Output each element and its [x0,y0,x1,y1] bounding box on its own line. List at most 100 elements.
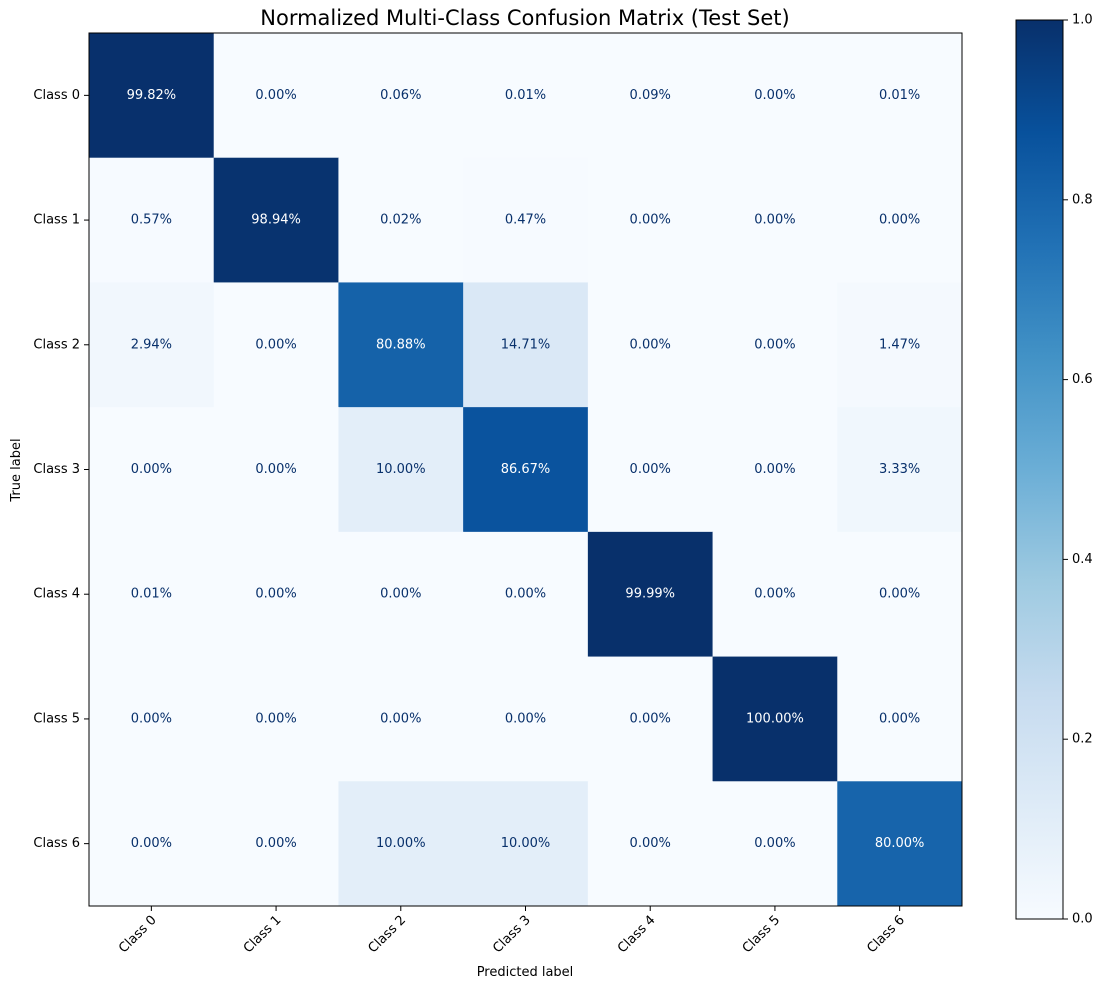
heatmap-cell [89,282,215,408]
cell-value-label: 0.06% [380,88,421,103]
heatmap-cell [463,531,589,658]
cell-value-label: 0.00% [630,711,671,726]
heatmap-cell [712,656,838,782]
heatmap-cell [837,407,963,533]
heatmap-cell [213,33,339,159]
y-axis-label: True label [9,438,24,502]
cell-value-label: 10.00% [376,462,426,477]
heatmap-cell [463,282,589,408]
cell-value-label: 0.47% [505,213,546,228]
cell-value-label: 0.00% [754,587,795,602]
heatmap-cell [89,781,215,907]
colorbar-ticks: 0.0 0.2 0.4 0.6 0.8 1.0 [1063,13,1093,927]
heatmap-cell [89,656,215,782]
cell-value-label: 0.00% [131,836,172,851]
cell-value-label: 0.00% [380,711,421,726]
cell-value-label: 14.71% [501,337,551,352]
y-tick-label: Class 1 [33,213,80,228]
cell-value-label: 0.01% [505,88,546,103]
cell-value-label: 0.01% [879,88,920,103]
heatmap-cell [463,33,589,159]
heatmap-cell [837,33,963,159]
heatmap-cell [89,157,215,283]
cell-value-label: 0.02% [380,213,421,228]
x-tick-label: Class 3 [490,913,534,957]
y-tick-label: Class 4 [33,587,80,602]
colorbar [1015,19,1064,920]
heatmap-cell [89,407,215,533]
heatmap-cell [587,407,714,533]
heatmap-cell [837,157,963,283]
cell-value-label: 2.94% [131,337,172,352]
cell-value-label: 3.33% [879,462,920,477]
x-axis-label: Predicted label [477,965,574,980]
cell-value-label: 0.00% [630,836,671,851]
y-tick-label: Class 0 [33,88,80,103]
y-tick-label: Class 2 [33,337,80,352]
cell-value-label: 0.01% [131,587,172,602]
cell-value-label: 0.00% [754,213,795,228]
cell-value-label: 0.00% [380,587,421,602]
heatmap-cell [338,282,464,408]
chart-title: Normalized Multi-Class Confusion Matrix … [260,6,789,30]
heatmap-cell [338,33,464,159]
heatmap-cell [338,531,464,658]
x-axis: Class 0 Class 1 Class 2 Class 3 Class 4 Class… [116,906,908,956]
cell-value-label: 0.00% [255,88,296,103]
x-tick-label: Class 0 [116,913,160,957]
cell-value-label: 0.00% [255,836,296,851]
heatmap-cell [587,33,714,159]
cell-value-label: 100.00% [746,711,804,726]
x-tick-label: Class 5 [740,913,784,957]
x-tick-label: Class 1 [241,913,285,957]
x-tick-label: Class 4 [615,913,659,957]
heatmap-cell [837,531,963,658]
heatmap-cell [712,157,838,283]
cell-value-label: 0.00% [879,587,920,602]
heatmap-cell [712,531,838,658]
heatmap-cell-labels: 99.82% 0.00% 0.06% 0.01% 0.09% 0.00% 0.01% 0.57… [127,88,925,851]
cell-value-label: 0.00% [505,711,546,726]
heatmap-cell [712,407,838,533]
cell-value-label: 1.47% [879,337,920,352]
cell-value-label: 99.82% [127,88,177,103]
heatmap-cell [89,33,215,159]
x-tick-label: Class 2 [366,913,410,957]
heatmap-cell [463,781,589,907]
heatmap-cell [213,781,339,907]
heatmap-cell [213,407,339,533]
heatmap-cell [587,157,714,283]
cell-value-label: 0.00% [255,462,296,477]
heatmap-cell [463,407,589,533]
cell-value-label: 10.00% [501,836,551,851]
cell-value-label: 0.00% [754,337,795,352]
heatmap-cell [587,531,714,658]
heatmap-cell [587,282,714,408]
y-tick-label: Class 6 [33,836,80,851]
cell-value-label: 80.88% [376,337,426,352]
colorbar-tick-label: 0.4 [1072,552,1093,567]
y-tick-label: Class 5 [33,711,80,726]
colorbar-tick-label: 0.6 [1072,372,1093,387]
x-tick-label: Class 6 [864,913,908,957]
heatmap-cell [213,656,339,782]
heatmap-cell [338,656,464,782]
heatmap-cell [213,157,339,283]
y-axis: Class 0 Class 1 Class 2 Class 3 Class 4 Class… [33,88,89,851]
heatmap-cell [89,531,215,658]
cell-value-label: 0.00% [505,587,546,602]
cell-value-label: 0.09% [630,88,671,103]
heatmap-cell [338,157,464,283]
cell-value-label: 0.00% [255,337,296,352]
cell-value-label: 10.00% [376,836,426,851]
cell-value-label: 0.00% [630,213,671,228]
heatmap-cell [837,282,963,408]
colorbar-tick-label: 0.8 [1072,192,1093,207]
cell-value-label: 99.99% [625,587,675,602]
cell-value-label: 0.00% [754,462,795,477]
heatmap-cell [463,157,589,283]
cell-value-label: 86.67% [501,462,551,477]
heatmap-cell [338,407,464,533]
cell-value-label: 0.00% [255,711,296,726]
